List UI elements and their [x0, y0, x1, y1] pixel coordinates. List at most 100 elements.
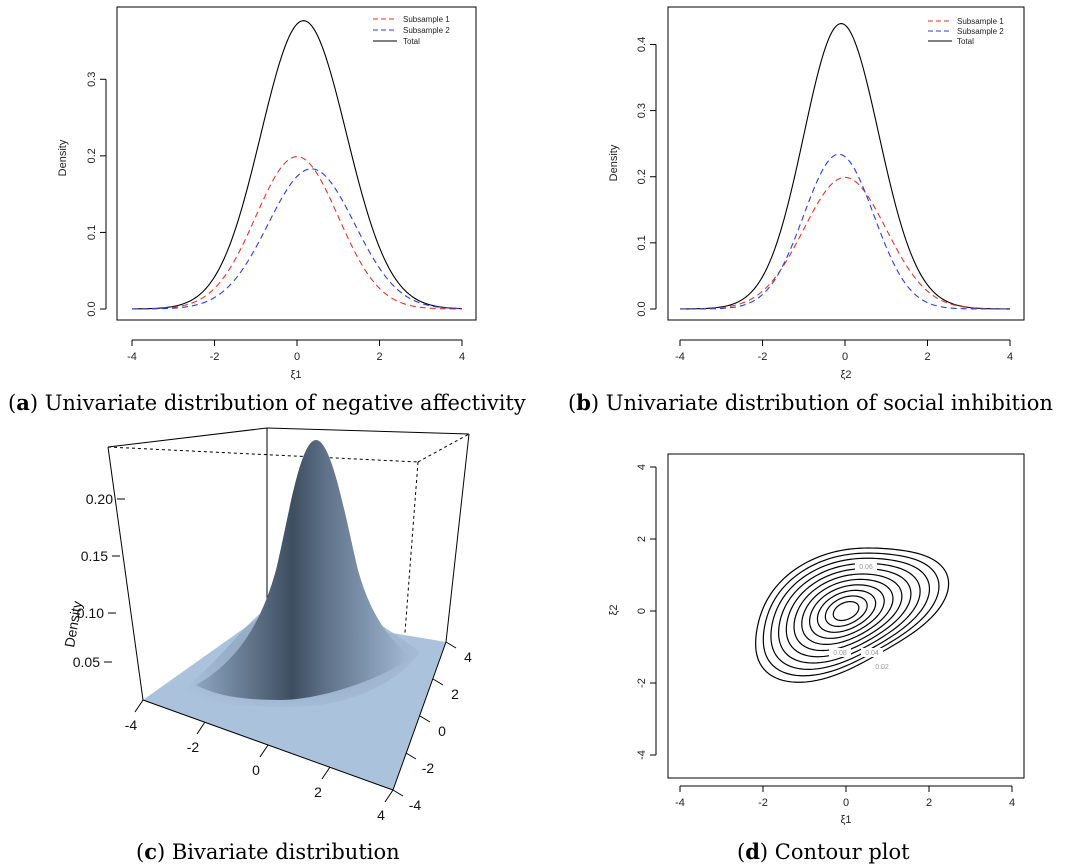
b-y-tick-label: 0.2: [636, 169, 648, 184]
panel-d-y-axis: -4 -2 0 2 4: [636, 464, 657, 760]
panel-c-x-tick-label: -2: [187, 739, 200, 755]
caption-b: (b) Univariate distribution of social in…: [568, 390, 1053, 415]
panel-d-contour-label-bg: [829, 648, 851, 657]
panel-c-z-tick-label: 0.20: [86, 491, 113, 507]
panel-c-z-axis-label: Density: [61, 600, 85, 649]
a-series-subsample-2: [132, 168, 463, 310]
panel-d-contour-label-bg: [855, 562, 877, 571]
panel-d-contour-level: [785, 568, 912, 658]
panel-d-contour-labels: 0.02 0.04 0.06 0.08: [829, 562, 893, 671]
panel-d-x-tick-label: 2: [926, 797, 932, 809]
caption-a-letter: a: [16, 390, 30, 415]
panel-c: 0.05 0.10 0.15 0.20 -4 -2 0 2 4 4 2 0 -2 -4 Density: [61, 427, 472, 823]
panel-d: -4 -2 0 2 4 -4 -2 0 2 4 ξ1 ξ2 0.02 0.04 0.06 0.08: [608, 453, 1025, 826]
panel-c-box-edge-dashed: [392, 461, 419, 791]
panel-d-x-axis-label: ξ1: [840, 814, 851, 826]
panel-a-legend-label-1: Subsample 1: [403, 15, 450, 24]
panel-d-contour-level: [793, 573, 903, 652]
caption-a: (a) Univariate distribution of negative …: [8, 390, 526, 415]
panel-b: -4 -2 0 2 4 0.0 0.1 0.2 0.3 0.4 Density ξ2 Subsa…: [608, 6, 1025, 381]
panel-d-contour-label: 0.06: [859, 564, 873, 571]
panel-d-plot-frame: [667, 453, 1025, 779]
caption-b-letter: b: [576, 390, 591, 415]
panel-c-y-tick-label: 0: [438, 723, 446, 739]
panel-d-contour-level: [816, 589, 877, 633]
panel-c-box-edge: [445, 433, 470, 643]
b-x-tick-label: 2: [924, 351, 930, 363]
a-y-tick-label: 0.2: [86, 148, 98, 163]
panel-b-x-axis-label: ξ2: [840, 369, 851, 381]
panel-d-y-axis-label: ξ2: [608, 604, 620, 615]
panel-d-x-tick-label: 4: [1009, 797, 1015, 809]
panel-c-box-edge-dashed: [417, 433, 470, 463]
panel-b-legend: Subsample 1 Subsample 2 Total: [928, 17, 1004, 46]
panel-d-x-tick-label: -2: [758, 797, 768, 809]
b-x-tick-label: 4: [1007, 351, 1013, 363]
a-x-tick-label: 2: [376, 351, 382, 363]
a-x-tick-label: 4: [459, 351, 465, 363]
caption-d-letter: d: [745, 839, 760, 864]
b-y-tick-label: 0.0: [636, 301, 648, 316]
panel-d-contour-label: 0.04: [865, 650, 879, 657]
panel-d-contour-level: [755, 547, 950, 683]
a-y-tick-label: 0.1: [86, 225, 98, 240]
b-x-tick-label: -2: [758, 351, 768, 363]
panel-d-contour-label-bg: [861, 648, 883, 657]
panel-d-contour-label: 0.02: [875, 664, 889, 671]
panel-c-y-tick-label: -2: [422, 760, 435, 776]
panel-d-contour-level: [762, 552, 940, 677]
panel-b-y-axis: 0.0 0.1 0.2 0.3 0.4: [636, 37, 657, 317]
b-x-tick-label: 0: [842, 351, 848, 363]
caption-d-text: Contour plot: [768, 840, 910, 864]
panel-c-y-tick-mark: [445, 641, 457, 649]
panel-a-legend-label-3: Total: [403, 37, 420, 46]
panel-c-box-edge: [266, 427, 470, 435]
panel-c-box-edge-dashed: [107, 446, 419, 463]
panel-c-y-tick-label: 4: [464, 649, 472, 665]
a-y-tick-label: 0.3: [86, 72, 98, 87]
panel-c-x-tick-label: 0: [252, 762, 260, 778]
b-x-tick-label: -4: [675, 351, 685, 363]
panel-c-y-tick-label: -4: [409, 797, 422, 813]
panel-d-contour-level: [809, 584, 885, 639]
panel-b-legend-label-3: Total: [957, 37, 974, 46]
panel-d-contour-label-bg: [871, 662, 893, 671]
b-y-tick-label: 0.4: [636, 37, 648, 52]
panel-c-x-tick-mark: [134, 699, 144, 713]
panel-c-x-tick-mark: [259, 744, 269, 758]
panel-c-y-tick-mark: [405, 752, 417, 760]
panel-d-y-tick-label: 4: [636, 464, 648, 470]
panel-c-x-tick-label: 2: [314, 784, 322, 800]
panel-a-y-axis: 0.0 0.1 0.2 0.3: [86, 72, 107, 317]
panel-c-box-edge: [107, 427, 268, 448]
panel-a-plot-frame: [116, 6, 477, 321]
panel-c-y-tick-label: 2: [451, 686, 459, 702]
caption-c-text: Bivariate distribution: [165, 840, 400, 864]
panel-d-x-tick-label: -4: [675, 797, 685, 809]
panel-b-curves: [679, 23, 1011, 310]
panel-d-y-tick-label: -2: [636, 678, 648, 688]
panel-c-z-tick-label: 0.15: [81, 548, 108, 564]
panel-c-surface-peak: [196, 440, 410, 700]
panel-c-x-tick-mark: [321, 766, 331, 780]
panel-c-x-tick-label: 4: [377, 807, 385, 823]
b-series-subsample-1: [679, 176, 1011, 310]
panel-a-x-axis-label: ξ1: [290, 369, 301, 381]
panel-d-x-axis: -4 -2 0 2 4: [675, 785, 1015, 809]
panel-c-ticks: 0.05 0.10 0.15 0.20 -4 -2 0 2 4 4 2 0 -2 -4: [73, 491, 472, 823]
panel-c-x-tick-label: -4: [125, 717, 138, 733]
panel-d-contours: [755, 547, 950, 683]
panel-d-contour-level: [801, 578, 894, 645]
panel-c-y-tick-mark: [392, 789, 404, 797]
b-y-tick-label: 0.3: [636, 103, 648, 118]
panel-b-legend-label-1: Subsample 1: [957, 17, 1004, 26]
panel-d-x-tick-label: 0: [843, 797, 849, 809]
panel-d-y-tick-label: 0: [636, 608, 648, 614]
panel-c-y-tick-mark: [432, 678, 444, 686]
panel-b-y-axis-label: Density: [608, 144, 620, 181]
panel-b-plot-frame: [667, 6, 1025, 321]
caption-c: (c) Bivariate distribution: [136, 839, 400, 864]
panel-a-legend: Subsample 1 Subsample 2 Total: [373, 15, 450, 46]
a-y-tick-label: 0.0: [86, 301, 98, 316]
panel-d-contour-label: 0.08: [833, 650, 847, 657]
